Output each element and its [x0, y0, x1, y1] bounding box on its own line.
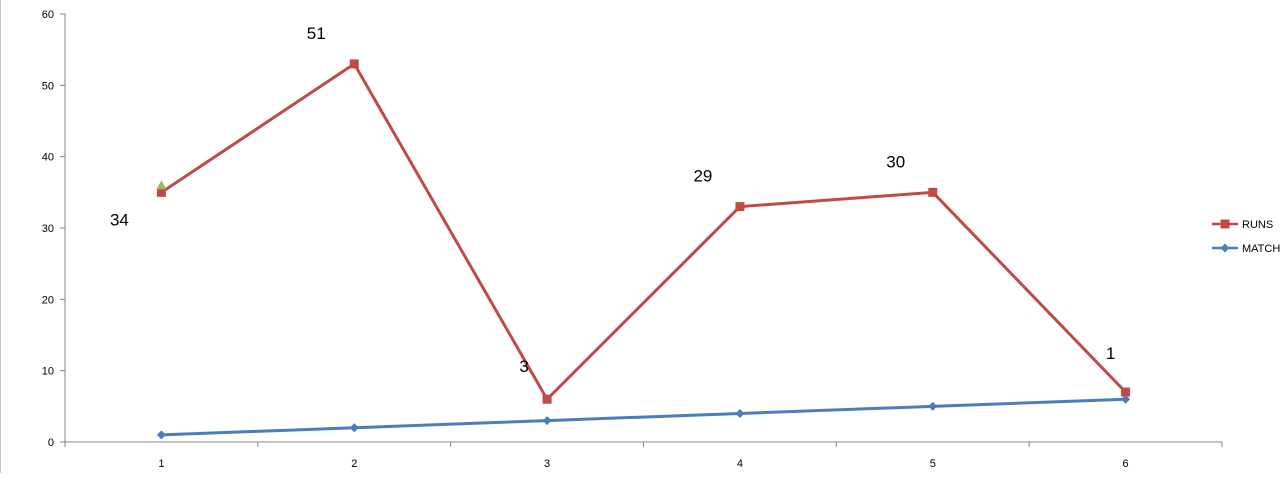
y-tick-label: 10 — [42, 366, 54, 378]
series-line-runs — [160, 62, 1127, 401]
x-tick-label: 6 — [1123, 458, 1129, 470]
data-label-runs: 30 — [886, 152, 905, 171]
x-tick-label: 1 — [158, 458, 164, 470]
data-point-match — [542, 416, 552, 426]
data-label-runs: 51 — [307, 24, 326, 43]
x-tick-label: 2 — [351, 458, 357, 470]
data-point-runs — [156, 187, 166, 197]
extra-data-point — [156, 180, 167, 190]
series-layer — [156, 59, 1131, 440]
data-labels-layer: 34 51 3 29 30 1 — [110, 24, 1115, 376]
data-point-runs — [735, 202, 745, 212]
x-tick-label: 4 — [737, 458, 743, 470]
y-tick-label: 20 — [42, 294, 54, 306]
legend-label-match: MATCH — [1242, 243, 1280, 255]
x-tick-label: 3 — [544, 458, 550, 470]
y-tick-label: 0 — [48, 437, 54, 449]
series-line-match — [161, 397, 1126, 437]
data-point-match — [928, 401, 938, 411]
data-point-runs — [1121, 387, 1131, 397]
legend-marker-runs — [1220, 219, 1230, 229]
legend: RUNS MATCH — [1212, 219, 1280, 255]
x-tick-label: 5 — [930, 458, 936, 470]
data-point-match — [735, 408, 745, 418]
data-point-match — [1121, 394, 1131, 404]
data-point-runs — [542, 394, 552, 404]
data-point-match — [156, 430, 166, 440]
data-point-runs — [928, 187, 938, 197]
data-label-runs: 1 — [1106, 344, 1115, 363]
y-tick-label: 60 — [42, 9, 54, 21]
y-tick-label: 40 — [42, 152, 54, 164]
legend-marker-match — [1220, 243, 1230, 253]
y-tick-label: 50 — [42, 80, 54, 92]
data-point-match — [349, 423, 359, 433]
y-tick-label: 30 — [42, 223, 54, 235]
data-label-runs: 3 — [519, 357, 528, 376]
legend-label-runs: RUNS — [1242, 219, 1273, 231]
data-label-runs: 29 — [693, 167, 712, 186]
data-point-runs — [349, 59, 359, 69]
data-label-runs: 34 — [110, 210, 129, 229]
